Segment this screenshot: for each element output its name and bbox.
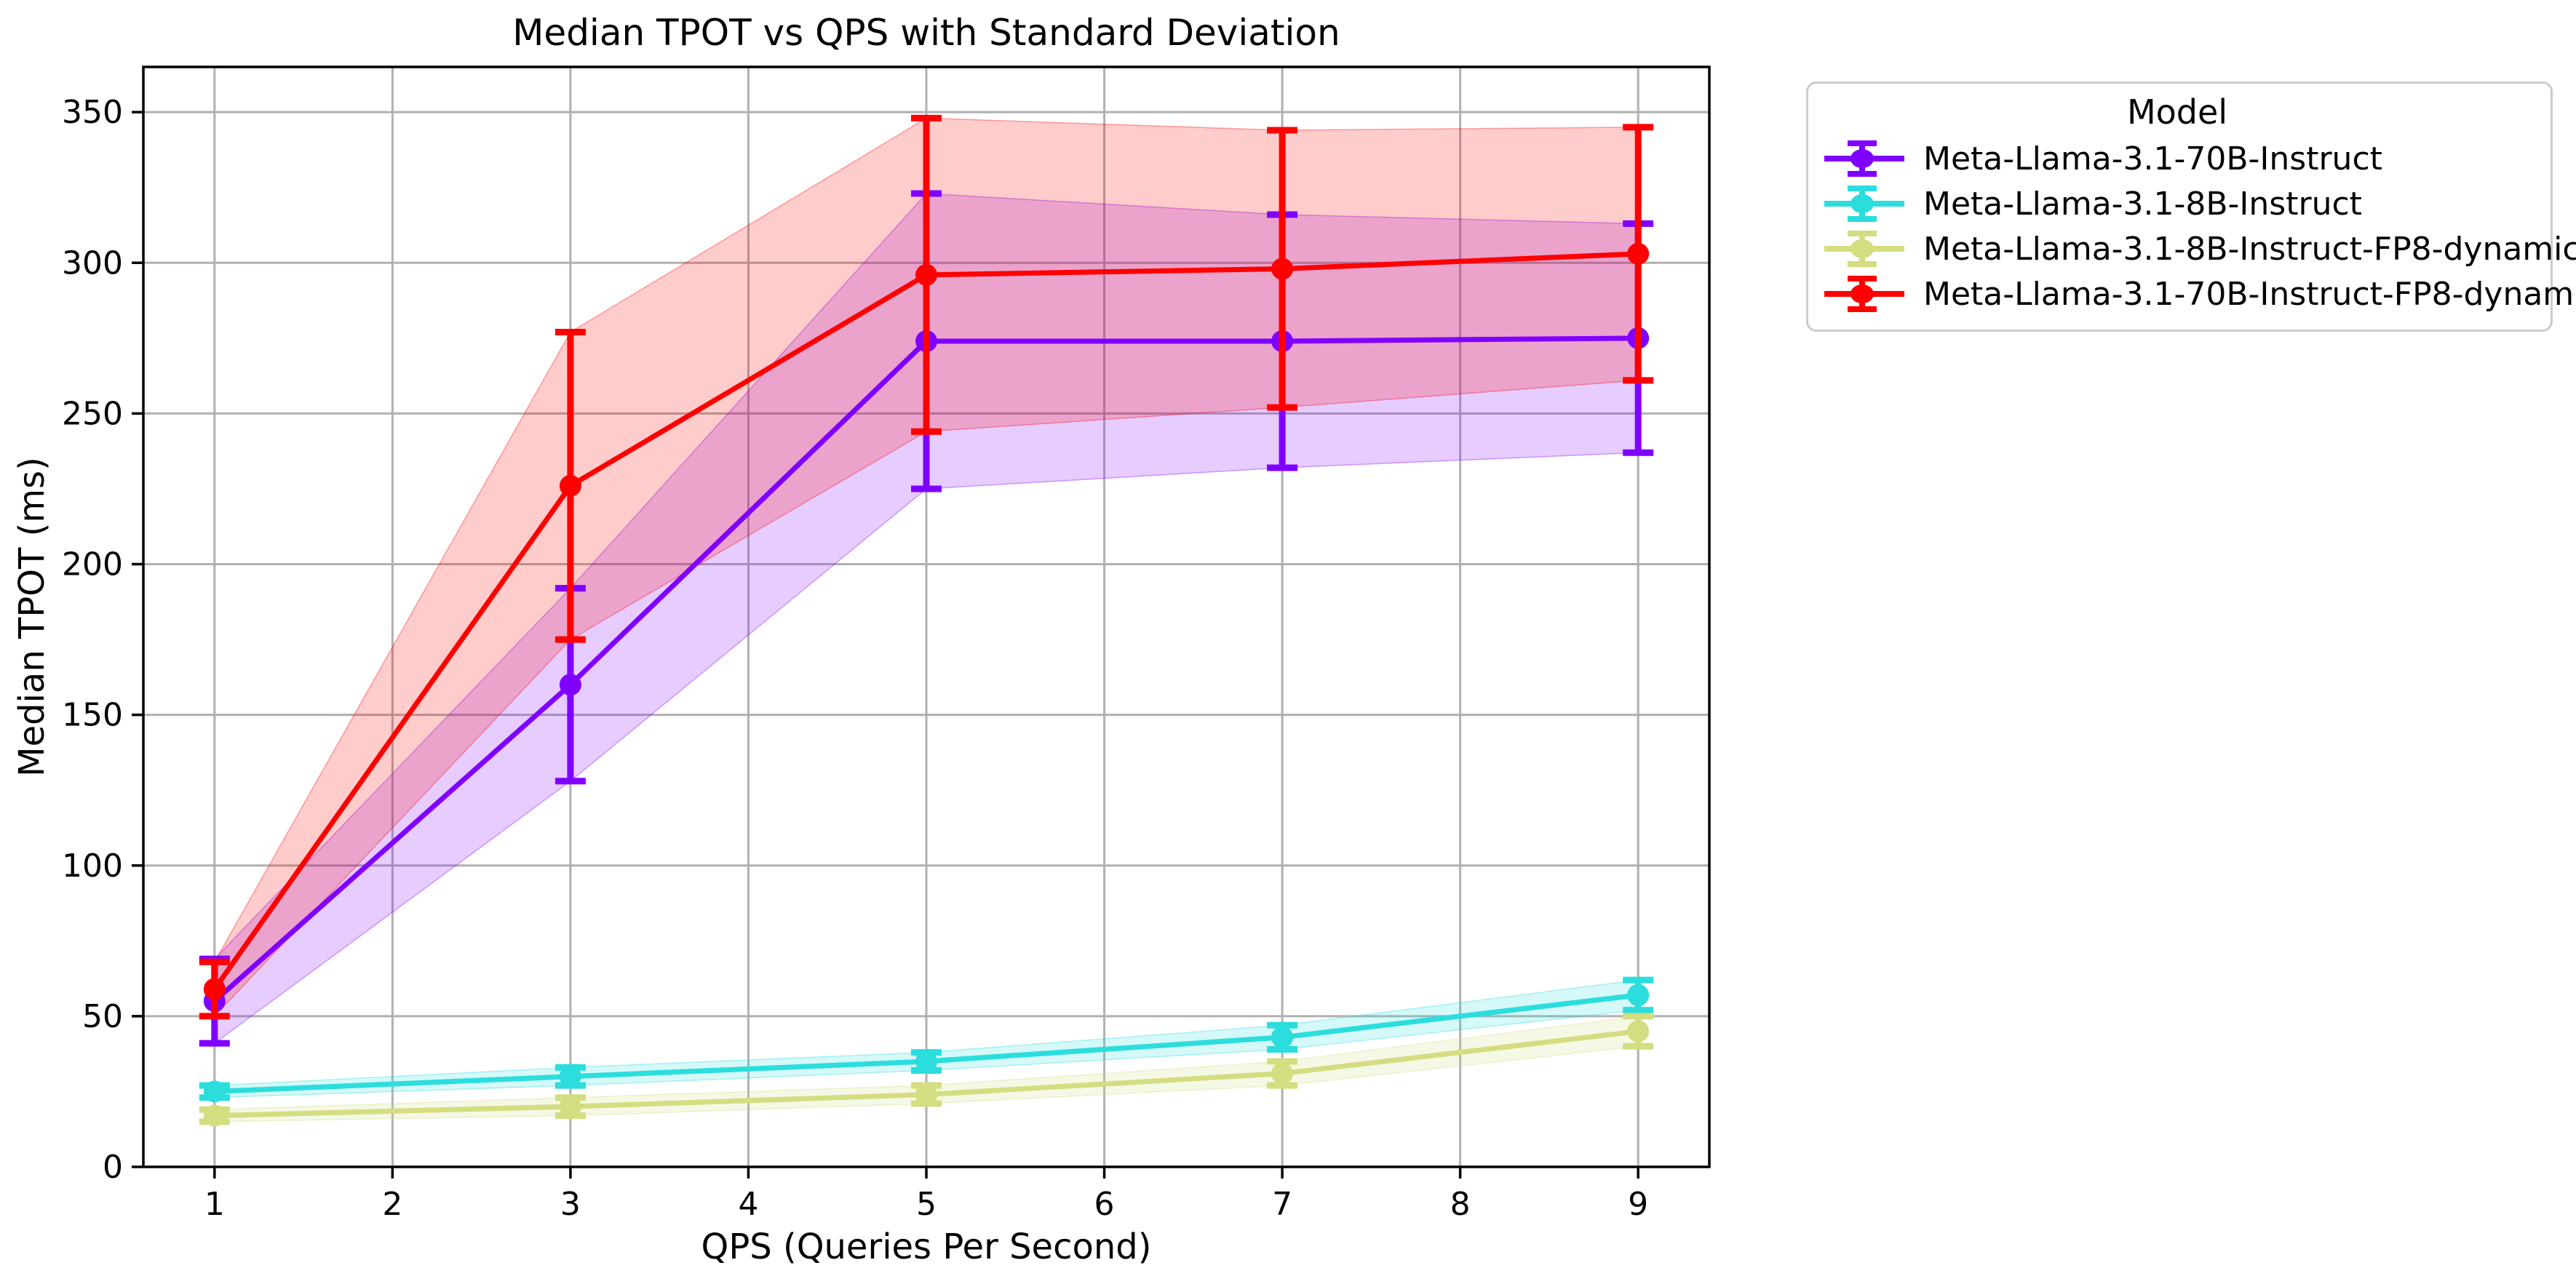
legend-item: Meta-Llama-3.1-8B-Instruct-FP8-dynamic: [1821, 226, 2576, 271]
y-tick-label: 150: [62, 697, 123, 734]
y-tick-label: 50: [82, 998, 123, 1035]
legend-item: Meta-Llama-3.1-70B-Instruct-FP8-dynamic: [1821, 271, 2576, 316]
data-point: [915, 263, 937, 286]
x-tick-label: 1: [204, 1186, 225, 1223]
y-tick-label: 300: [62, 244, 123, 282]
legend-marker-icon: [1824, 140, 1904, 177]
legend-item: Meta-Llama-3.1-8B-Instruct: [1821, 181, 2533, 226]
data-point: [1271, 1026, 1294, 1048]
data-point: [559, 1096, 581, 1118]
chart-title: Median TPOT vs QPS with Standard Deviati…: [512, 12, 1340, 54]
tick-labels: 1 2 3 4 5 6 7 8 9 0 50 100 150 200 250 300 350: [62, 94, 1648, 1223]
data-point: [915, 1050, 937, 1073]
legend-marker-icon: [1824, 231, 1904, 267]
legend-item: Meta-Llama-3.1-70B-Instruct: [1821, 136, 2533, 181]
legend-items: Meta-Llama-3.1-70B-Instruct Meta-Llama-3.…: [1821, 136, 2576, 316]
data-point: [203, 978, 226, 1000]
x-tick-label: 2: [382, 1186, 402, 1223]
y-tick-label: 200: [62, 546, 123, 583]
legend-item-label: Meta-Llama-3.1-70B-Instruct-FP8-dynamic: [1923, 275, 2576, 313]
x-axis-label: QPS (Queries Per Second): [701, 1227, 1152, 1267]
data-point: [1627, 242, 1650, 265]
legend-marker-icon: [1824, 276, 1904, 312]
y-tick-label: 250: [62, 395, 123, 432]
x-tick-label: 7: [1272, 1186, 1292, 1223]
y-tick-label: 100: [62, 848, 123, 885]
ticks: [132, 111, 1639, 1179]
data-point: [203, 1104, 226, 1127]
legend-item-label: Meta-Llama-3.1-8B-Instruct-FP8-dynamic: [1923, 230, 2576, 268]
x-tick-label: 3: [560, 1186, 581, 1223]
legend-item-label: Meta-Llama-3.1-70B-Instruct: [1923, 140, 2382, 178]
x-tick-label: 4: [738, 1186, 758, 1223]
x-tick-label: 5: [916, 1186, 937, 1223]
series-1: [199, 976, 1654, 1103]
series-2: [199, 1013, 1654, 1127]
data-point: [559, 474, 581, 497]
legend-item-label: Meta-Llama-3.1-8B-Instruct: [1923, 185, 2362, 223]
data-point: [1627, 984, 1650, 1006]
series-3: [199, 114, 1654, 1020]
legend-marker-icon: [1824, 186, 1904, 222]
x-tick-label: 8: [1450, 1186, 1471, 1223]
legend-title: Model: [2126, 92, 2228, 132]
legend: Model Meta-Llama-3.1-70B-Instruct Meta-Ll…: [1806, 81, 2576, 332]
x-tick-label: 9: [1628, 1186, 1648, 1223]
data-point: [203, 1080, 226, 1103]
data-point: [559, 674, 581, 696]
y-tick-label: 0: [103, 1149, 123, 1186]
x-tick-label: 6: [1094, 1186, 1115, 1223]
y-axis-label: Median TPOT (ms): [12, 457, 52, 777]
data-point: [915, 1083, 937, 1106]
data-point: [1271, 258, 1294, 280]
data-point: [1627, 1020, 1650, 1042]
data-point: [559, 1065, 581, 1088]
data-point: [1271, 1062, 1294, 1085]
y-tick-label: 350: [62, 94, 123, 131]
